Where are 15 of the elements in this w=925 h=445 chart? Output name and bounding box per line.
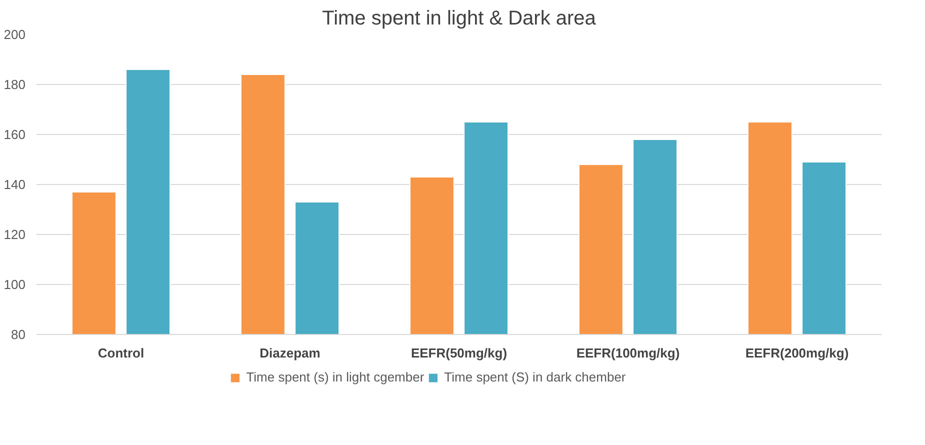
x-tick-label: EEFR(200mg/kg) bbox=[745, 346, 849, 360]
y-tick-label: 160 bbox=[4, 127, 26, 142]
y-tick-label: 120 bbox=[4, 227, 26, 242]
y-tick-label: 180 bbox=[4, 77, 26, 92]
y-tick-label: 100 bbox=[4, 277, 26, 292]
x-tick-label: Control bbox=[98, 346, 144, 360]
x-tick-label: EEFR(50mg/kg) bbox=[410, 346, 508, 360]
y-tick-label: 200 bbox=[4, 27, 26, 42]
y-tick-label: 80 bbox=[11, 327, 26, 342]
legend-label: Time spent (s) in light cgember bbox=[246, 370, 424, 384]
legend-label: Time spent (S) in dark chember bbox=[444, 370, 626, 384]
y-tick-label: 140 bbox=[4, 177, 26, 192]
chart-title: Time spent in light & Dark area bbox=[322, 8, 597, 30]
x-tick-label: Diazepam bbox=[260, 346, 320, 360]
x-tick-label: EEFR(100mg/kg) bbox=[576, 346, 680, 360]
